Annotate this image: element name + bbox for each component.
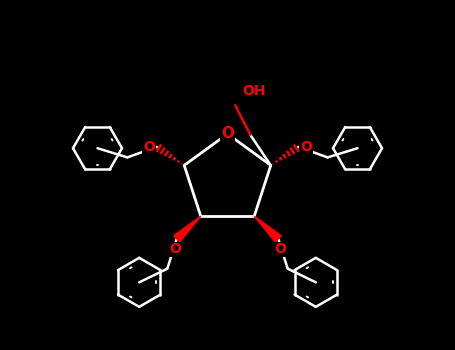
Polygon shape	[254, 216, 281, 242]
Text: O: O	[300, 140, 312, 154]
Text: OH: OH	[242, 84, 266, 98]
Text: O: O	[143, 140, 155, 154]
Text: O: O	[221, 126, 234, 141]
Text: O: O	[169, 243, 181, 257]
Polygon shape	[174, 216, 201, 242]
Text: O: O	[274, 243, 286, 257]
